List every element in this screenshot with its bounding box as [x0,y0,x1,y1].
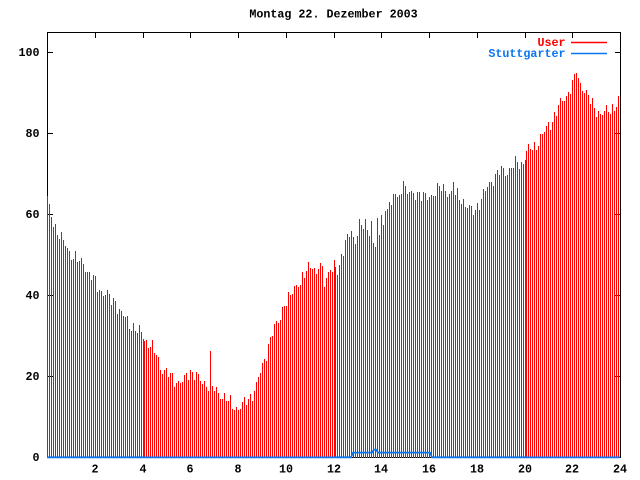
svg-text:18: 18 [470,463,484,477]
svg-text:12: 12 [327,463,341,477]
svg-text:Stuttgarter: Stuttgarter [488,47,565,61]
svg-text:8: 8 [234,463,241,477]
svg-text:80: 80 [25,127,39,141]
svg-text:16: 16 [422,463,436,477]
svg-text:0: 0 [32,451,39,465]
svg-text:60: 60 [25,208,39,222]
svg-text:User: User [537,36,565,50]
svg-text:40: 40 [25,289,39,303]
svg-text:20: 20 [25,370,39,384]
svg-text:20: 20 [518,463,532,477]
svg-text:100: 100 [18,46,39,60]
svg-text:6: 6 [186,463,193,477]
svg-text:14: 14 [374,463,388,477]
svg-text:22: 22 [565,463,579,477]
svg-text:10: 10 [279,463,293,477]
svg-text:2: 2 [91,463,98,477]
svg-text:Montag 22. Dezember 2003: Montag 22. Dezember 2003 [249,8,417,22]
svg-text:4: 4 [139,463,146,477]
svg-text:24: 24 [613,463,627,477]
